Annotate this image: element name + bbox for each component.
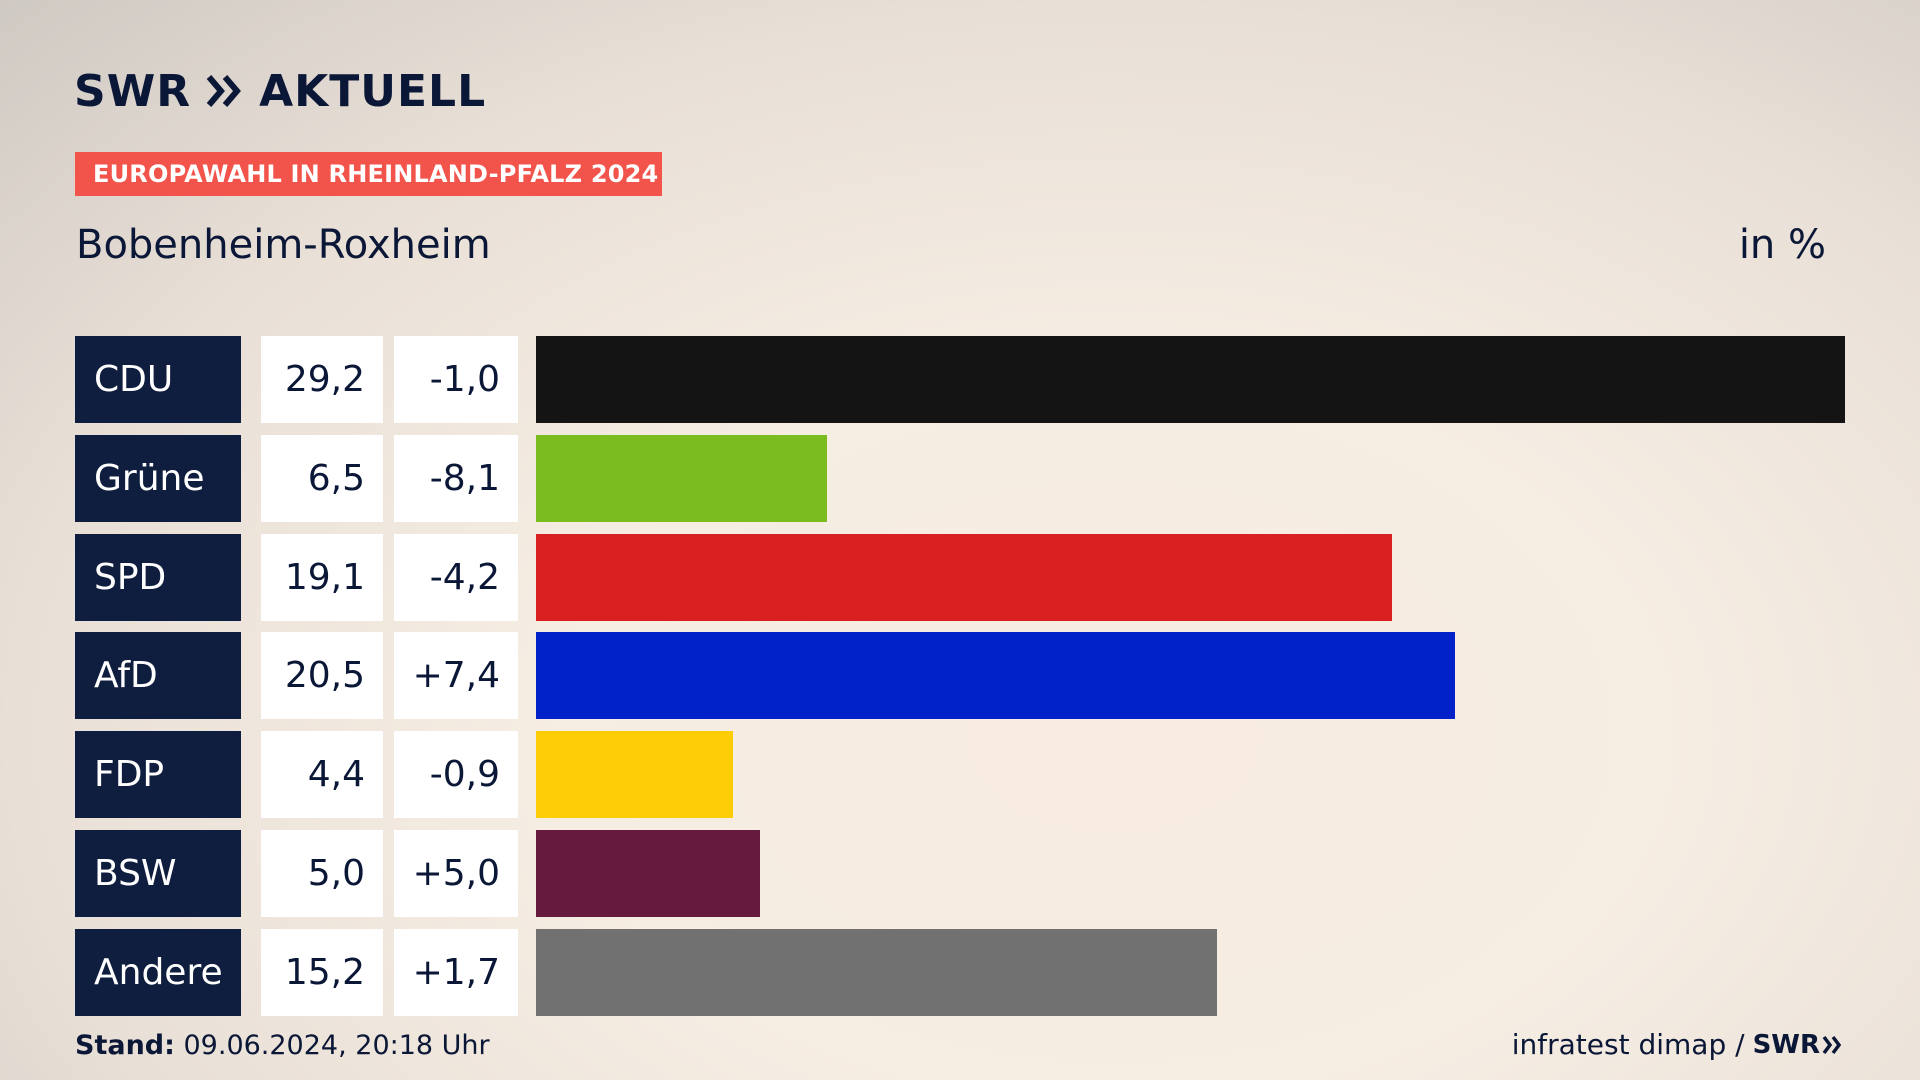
stand-value: 09.06.2024, 20:18 Uhr — [174, 1030, 490, 1061]
footer-logo-text: SWR — [1752, 1029, 1820, 1060]
change-label: +1,7 — [394, 928, 518, 1016]
party-label: BSW — [75, 830, 241, 917]
result-bar — [536, 434, 828, 522]
result-bar — [536, 336, 1845, 423]
change-label: -0,9 — [394, 731, 518, 819]
result-bar — [536, 928, 1218, 1016]
election-badge: EUROPAWAHL IN RHEINLAND-PFALZ 2024 — [75, 152, 662, 196]
change-label: -8,1 — [394, 434, 518, 522]
brand-aktuell: AKTUELL — [259, 65, 487, 117]
result-bar — [536, 731, 734, 819]
chart-subtitle: Bobenheim-Roxheim — [76, 222, 491, 268]
party-label: Grüne — [75, 434, 241, 522]
result-bar — [536, 632, 1455, 720]
party-label: AfD — [75, 632, 241, 720]
swr-aktuell-logo: SWR AKTUELL — [74, 65, 487, 117]
source-credit: infratest dimap / SWR — [1512, 1028, 1844, 1061]
vote-share-label: 6,5 — [261, 434, 383, 522]
vote-share-label: 19,1 — [261, 533, 383, 621]
change-label: +5,0 — [394, 830, 518, 917]
change-label: -1,0 — [394, 336, 518, 423]
party-label: FDP — [75, 731, 241, 819]
vote-share-label: 15,2 — [261, 928, 383, 1016]
brand-swr: SWR — [74, 65, 192, 117]
timestamp: Stand: 09.06.2024, 20:18 Uhr — [75, 1030, 490, 1061]
swr-footer-logo: SWR — [1753, 1030, 1844, 1060]
vote-share-label: 5,0 — [261, 830, 383, 917]
stand-label: Stand: — [75, 1030, 175, 1061]
party-label: CDU — [75, 336, 241, 423]
result-bar — [536, 533, 1393, 621]
change-label: +7,4 — [394, 632, 518, 720]
vote-share-label: 4,4 — [261, 731, 383, 819]
double-chevron-icon — [206, 75, 242, 107]
party-label: Andere — [75, 928, 241, 1016]
vote-share-label: 29,2 — [261, 336, 383, 423]
double-chevron-icon — [1822, 1035, 1842, 1054]
change-label: -4,2 — [394, 533, 518, 621]
party-label: SPD — [75, 533, 241, 621]
result-bar — [536, 830, 761, 917]
unit-label: in % — [1738, 222, 1826, 268]
source-text: infratest dimap / — [1511, 1028, 1745, 1061]
vote-share-label: 20,5 — [261, 632, 383, 720]
